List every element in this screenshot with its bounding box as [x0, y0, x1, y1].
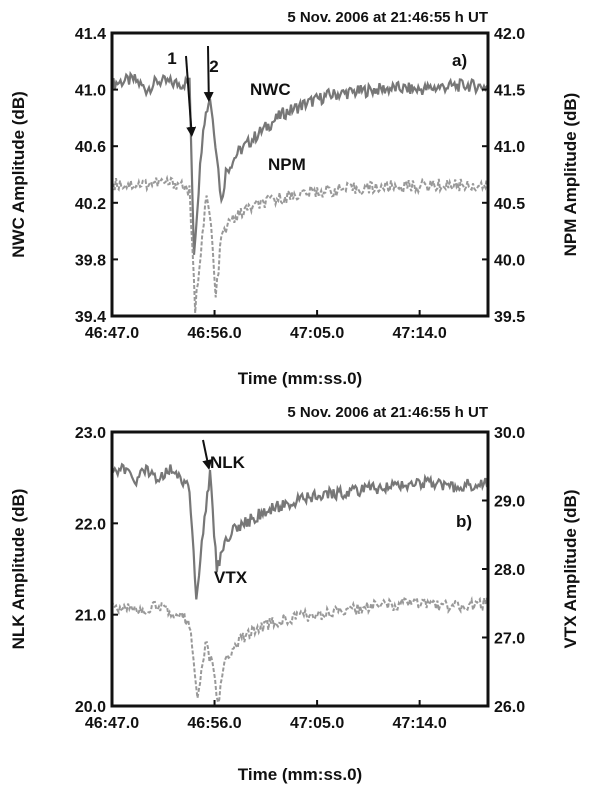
series-line-nwc — [110, 70, 489, 255]
y-left-axis-title: NWC Amplitude (dB) — [9, 91, 28, 258]
x-tick-label: 46:56.0 — [187, 715, 241, 732]
y-left-tick-label: 21.0 — [75, 608, 106, 625]
y-right-tick-label: 29.0 — [494, 494, 525, 511]
series-label-nwc: NWC — [250, 80, 291, 99]
x-tick-label: 47:05.0 — [290, 325, 344, 342]
x-tick-label: 47:14.0 — [393, 325, 447, 342]
y-right-tick-label: 40.5 — [494, 196, 525, 213]
series-label-vtx: VTX — [214, 568, 248, 587]
chart-title: 5 Nov. 2006 at 21:46:55 h UT — [287, 404, 488, 421]
y-left-axis-title: NLK Amplitude (dB) — [9, 489, 28, 650]
y-right-tick-label: 39.5 — [494, 309, 525, 326]
y-left-tick-label: 41.4 — [75, 26, 106, 43]
y-right-tick-label: 41.5 — [494, 83, 525, 100]
y-right-tick-label: 27.0 — [494, 631, 525, 648]
plot-frame — [110, 31, 490, 318]
annotation-arrow — [203, 45, 214, 102]
y-right-tick-label: 28.0 — [494, 562, 525, 579]
annotation-arrow — [185, 55, 197, 137]
annotation-arrow — [202, 439, 213, 470]
annotation-label: 2 — [209, 57, 218, 76]
series-line-npm — [111, 174, 489, 314]
y-right-tick-label: 26.0 — [494, 699, 525, 716]
panel-label: a) — [452, 51, 467, 70]
x-tick-label: 47:14.0 — [393, 715, 447, 732]
annotation-label: 1 — [167, 49, 176, 68]
y-right-axis-title: NPM Amplitude (dB) — [561, 93, 580, 257]
y-right-tick-label: 40.0 — [494, 252, 525, 269]
x-tick-label: 46:56.0 — [187, 325, 241, 342]
y-left-tick-label: 23.0 — [75, 425, 106, 442]
series-label-nlk: NLK — [210, 453, 246, 472]
y-right-axis-title: VTX Amplitude (dB) — [561, 490, 580, 649]
x-axis-title: Time (mm:ss.0) — [238, 369, 362, 388]
x-tick-label: 46:47.0 — [85, 715, 139, 732]
y-left-tick-label: 41.0 — [75, 83, 106, 100]
y-right-tick-label: 42.0 — [494, 26, 525, 43]
y-right-tick-label: 41.0 — [494, 139, 525, 156]
x-axis-title: Time (mm:ss.0) — [238, 765, 362, 784]
chart-title: 5 Nov. 2006 at 21:46:55 h UT — [287, 9, 488, 26]
x-tick-label: 47:05.0 — [290, 715, 344, 732]
y-left-tick-label: 22.0 — [75, 516, 106, 533]
series-label-npm: NPM — [268, 155, 306, 174]
x-tick-label: 46:47.0 — [85, 325, 139, 342]
panel-label: b) — [456, 512, 472, 531]
y-right-tick-label: 30.0 — [494, 425, 525, 442]
series-line-vtx — [111, 595, 489, 706]
y-left-tick-label: 39.8 — [75, 252, 106, 269]
y-left-tick-label: 20.0 — [75, 699, 106, 716]
y-left-tick-label: 40.6 — [75, 139, 106, 156]
y-left-tick-label: 39.4 — [75, 309, 106, 326]
series-line-nlk — [111, 462, 489, 600]
y-left-tick-label: 40.2 — [75, 196, 106, 213]
